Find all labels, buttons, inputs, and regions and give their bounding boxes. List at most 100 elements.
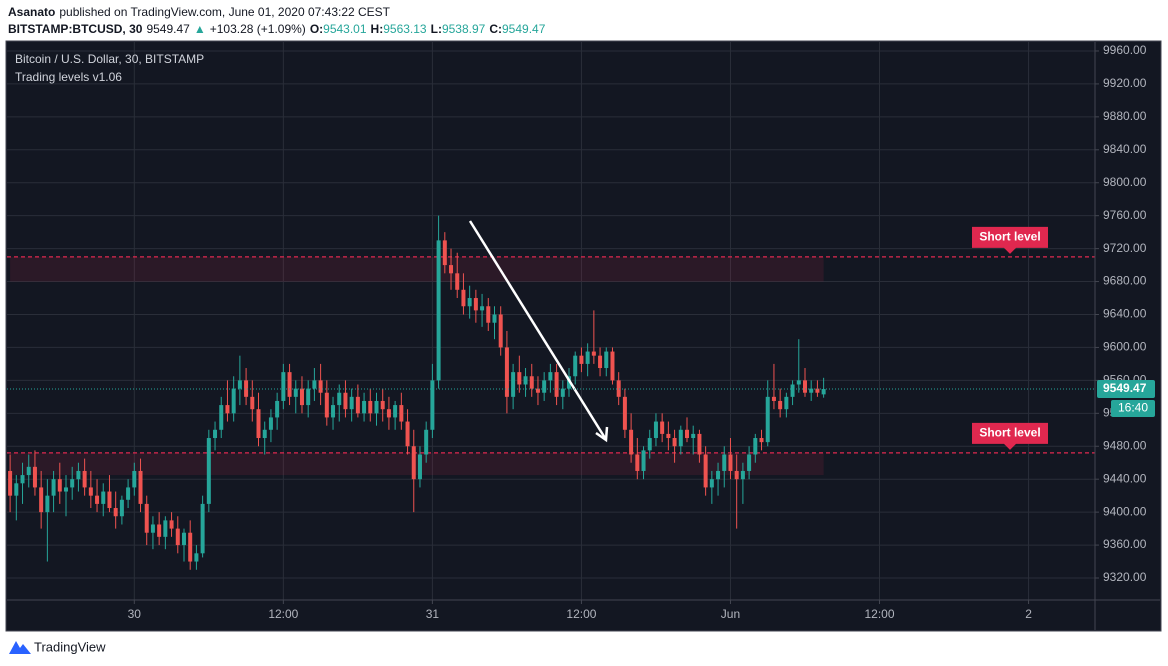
candle-body bbox=[70, 479, 75, 488]
candle-body bbox=[504, 347, 509, 397]
candle-body bbox=[480, 306, 485, 311]
open: 9543.01 bbox=[323, 22, 367, 36]
candle-body bbox=[467, 298, 472, 307]
arrow-head bbox=[595, 426, 609, 443]
candle-body bbox=[498, 314, 503, 348]
x-tick-label: 12:00 bbox=[566, 607, 596, 621]
candle-body bbox=[244, 380, 249, 397]
candle-body bbox=[26, 466, 31, 476]
candle-body bbox=[417, 454, 422, 480]
candle-body bbox=[380, 400, 385, 410]
x-tick-label: 31 bbox=[426, 607, 440, 621]
candle-body bbox=[809, 388, 814, 393]
candle-body bbox=[734, 470, 739, 480]
candle-body bbox=[678, 429, 683, 447]
candle-body bbox=[573, 355, 578, 377]
y-tick-label: 9760.00 bbox=[1103, 208, 1147, 222]
candle-body bbox=[722, 454, 727, 471]
candle-body bbox=[57, 479, 62, 492]
candle-body bbox=[39, 487, 44, 513]
candle-body bbox=[461, 289, 466, 307]
level-zone bbox=[10, 452, 824, 476]
candle-body bbox=[442, 240, 447, 266]
y-tick-label: 9800.00 bbox=[1103, 175, 1147, 189]
ohlc-o: O:9543.01 bbox=[309, 22, 367, 36]
candle-body bbox=[424, 429, 429, 455]
candle-body bbox=[132, 470, 137, 488]
last-price: 9549.47 bbox=[146, 22, 190, 36]
zones: Short level Short level bbox=[7, 226, 1095, 476]
candle-body bbox=[95, 495, 100, 504]
candle-body bbox=[753, 438, 758, 455]
candle-body bbox=[716, 470, 721, 480]
candle-body bbox=[393, 405, 398, 418]
ohlc-line: BITSTAMP:BTCUSD, 30 9549.47 ▲ +103.28 (+… bbox=[8, 22, 545, 36]
candle-body bbox=[796, 380, 801, 385]
countdown-box bbox=[1111, 400, 1155, 418]
symbol: BITSTAMP:BTCUSD, 30 bbox=[8, 22, 143, 36]
y-tick-label: 9400.00 bbox=[1103, 504, 1147, 518]
candle-body bbox=[616, 380, 621, 397]
candle-body bbox=[523, 376, 528, 385]
candle-body bbox=[8, 470, 13, 496]
y-tick-label: 9640.00 bbox=[1103, 307, 1147, 321]
candle-body bbox=[119, 499, 124, 517]
candle-body bbox=[629, 429, 634, 455]
candle-body bbox=[473, 298, 478, 311]
candle-body bbox=[399, 405, 404, 422]
candle-body bbox=[20, 475, 25, 484]
candle-body bbox=[610, 351, 615, 381]
candle-body bbox=[548, 372, 553, 381]
candle-body bbox=[324, 392, 329, 418]
candle-body bbox=[82, 470, 87, 488]
brand-name: TradingView bbox=[34, 639, 106, 654]
candle-body bbox=[492, 314, 497, 323]
candle-body bbox=[107, 491, 112, 509]
candle-body bbox=[635, 454, 640, 471]
candle-body bbox=[622, 396, 627, 430]
y-tick-label: 9600.00 bbox=[1103, 340, 1147, 354]
legend-title: Bitcoin / U.S. Dollar, 30, BITSTAMP bbox=[15, 52, 204, 66]
candle-body bbox=[200, 503, 205, 554]
candle-body bbox=[653, 421, 658, 439]
y-tick-label: 9680.00 bbox=[1103, 274, 1147, 288]
candle-body bbox=[126, 487, 131, 500]
candle-body bbox=[318, 380, 323, 393]
candle-body bbox=[604, 351, 609, 369]
candle-body bbox=[262, 429, 267, 439]
candle-body bbox=[386, 409, 391, 418]
candle-body bbox=[362, 400, 367, 414]
countdown-label: 16:40 bbox=[1118, 401, 1148, 415]
candle-body bbox=[163, 520, 168, 537]
y-tick-label: 9480.00 bbox=[1103, 438, 1147, 452]
level-badge bbox=[972, 226, 1048, 254]
candle-body bbox=[486, 306, 491, 323]
indicator-name: Trading levels v1.06 bbox=[15, 70, 122, 84]
x-tick-label: 12:00 bbox=[268, 607, 298, 621]
x-tick-label: 12:00 bbox=[864, 607, 894, 621]
candle-body bbox=[784, 396, 789, 410]
candle-body bbox=[672, 438, 677, 447]
candle-body bbox=[194, 553, 199, 562]
candle-body bbox=[76, 470, 81, 480]
candle-body bbox=[337, 392, 342, 406]
level-zone bbox=[10, 256, 824, 282]
candle-body bbox=[585, 351, 590, 364]
candle-body bbox=[169, 520, 174, 529]
last-price-box bbox=[1097, 380, 1155, 399]
candle-body bbox=[579, 355, 584, 364]
last-price-label: 9549.47 bbox=[1103, 381, 1147, 395]
y-tick-label: 9920.00 bbox=[1103, 76, 1147, 90]
candle-body bbox=[268, 417, 273, 430]
candle-body bbox=[256, 409, 261, 439]
candle-body bbox=[747, 454, 752, 471]
candle-body bbox=[697, 433, 702, 455]
y-tick-label: 9360.00 bbox=[1103, 537, 1147, 551]
candle-body bbox=[312, 380, 317, 389]
candle-body bbox=[691, 433, 696, 439]
candle-body bbox=[411, 446, 416, 480]
candle-body bbox=[275, 400, 280, 418]
candle-body bbox=[374, 400, 379, 414]
candle-body bbox=[430, 380, 435, 430]
